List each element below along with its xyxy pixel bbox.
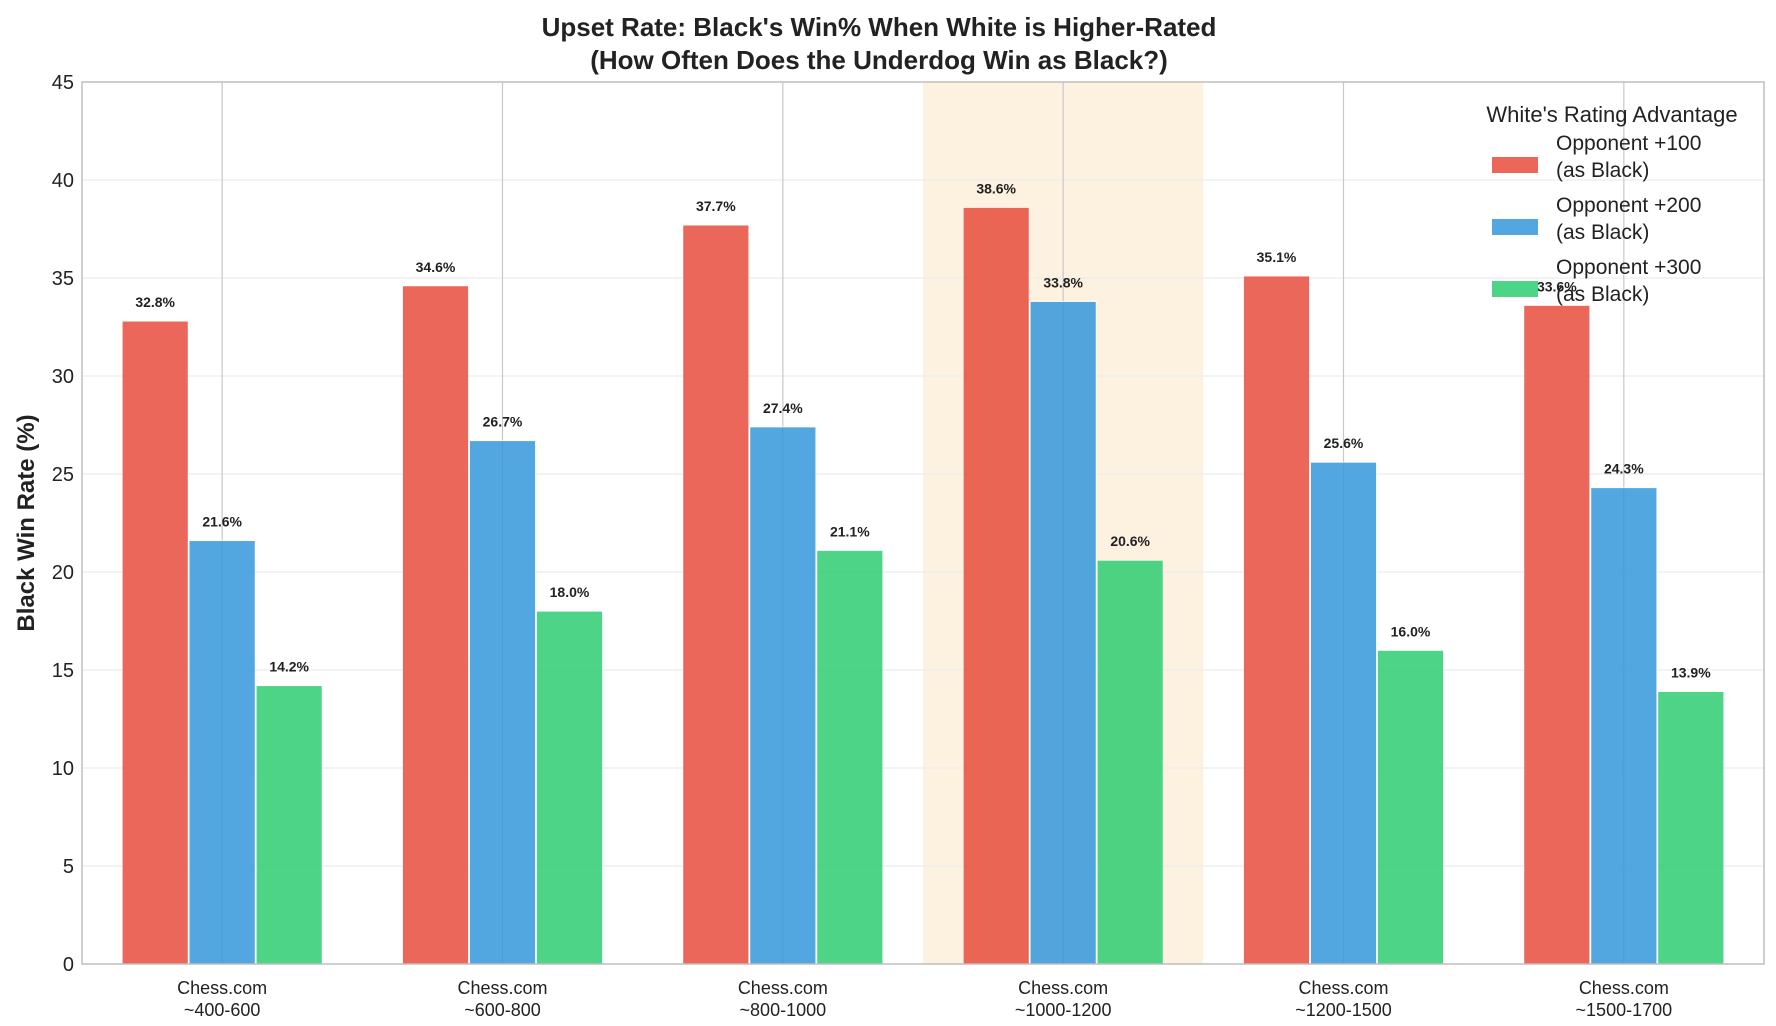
- data-label: 27.4%: [763, 400, 803, 416]
- data-label: 16.0%: [1391, 623, 1431, 639]
- bar: [121, 320, 189, 965]
- y-tick-label: 10: [52, 758, 74, 780]
- legend-entry-line: (as Black): [1556, 159, 1649, 182]
- y-tick-label: 40: [52, 170, 74, 192]
- legend-swatch: [1492, 157, 1538, 173]
- bar: [188, 540, 256, 965]
- x-tick-label: Chess.com ~1500-1700: [1576, 978, 1673, 1020]
- y-tick-label: 45: [52, 72, 74, 94]
- x-tick-label-line: ~1000-1200: [1015, 1000, 1112, 1020]
- bar: [1590, 487, 1658, 965]
- y-tick-label: 15: [52, 660, 74, 682]
- data-label: 24.3%: [1604, 461, 1644, 477]
- y-axis-ticks: 0 5 10 15 20 25 30 35 40 45: [52, 72, 74, 976]
- bar: [816, 550, 884, 965]
- bar: [682, 224, 750, 965]
- legend-entry-line: (as Black): [1556, 221, 1649, 244]
- data-label: 25.6%: [1324, 435, 1364, 451]
- y-tick-label: 25: [52, 464, 74, 486]
- legend-entry-line: Opponent +100: [1556, 132, 1701, 155]
- y-tick-label: 20: [52, 562, 74, 584]
- x-tick-label-line: ~1200-1500: [1295, 1000, 1392, 1020]
- legend-entry-label: Opponent +200 (as Black): [1556, 194, 1701, 244]
- x-tick-label-line: Chess.com: [738, 978, 828, 998]
- bars-layer: [121, 207, 1725, 965]
- bar: [1523, 305, 1591, 965]
- legend-swatch: [1492, 281, 1538, 297]
- data-label: 38.6%: [976, 180, 1016, 196]
- legend-entry-line: Opponent +300: [1556, 256, 1701, 279]
- data-label: 33.6%: [1537, 278, 1577, 294]
- x-tick-label: Chess.com ~1200-1500: [1295, 978, 1392, 1020]
- x-tick-label: Chess.com ~600-800: [457, 978, 547, 1020]
- bar: [962, 207, 1030, 965]
- bar: [1029, 301, 1097, 965]
- bar: [749, 426, 817, 965]
- x-tick-label: Chess.com ~1000-1200: [1015, 978, 1112, 1020]
- bar: [469, 440, 536, 965]
- bar: [255, 685, 323, 965]
- bar: [1657, 691, 1725, 965]
- data-label: 34.6%: [416, 259, 456, 275]
- y-tick-label: 0: [63, 954, 74, 976]
- x-tick-label: Chess.com ~400-600: [177, 978, 267, 1020]
- bar: [1377, 650, 1444, 965]
- data-label: 21.6%: [202, 514, 242, 530]
- x-tick-label-line: ~1500-1700: [1576, 1000, 1673, 1020]
- y-tick-label: 35: [52, 268, 74, 290]
- data-label: 37.7%: [696, 198, 736, 214]
- plot-frame: [81, 81, 1765, 965]
- legend-entry-label: Opponent +300 (as Black): [1556, 256, 1701, 306]
- bar: [1096, 559, 1164, 965]
- x-tick-label-line: Chess.com: [457, 978, 547, 998]
- chart-title-line-1: Upset Rate: Black's Win% When White is H…: [542, 12, 1217, 42]
- x-tick-label-line: ~600-800: [464, 1000, 541, 1020]
- data-label: 26.7%: [483, 414, 523, 430]
- data-label: 21.1%: [830, 523, 870, 539]
- legend-title: White's Rating Advantage: [1486, 102, 1737, 127]
- data-labels-layer: 32.8% 34.6% 37.7% 38.6% 35.1% 33.6% 21.6% 26.7%…: [135, 180, 1711, 680]
- x-tick-label-line: Chess.com: [1018, 978, 1108, 998]
- chart-title-line-2: (How Often Does the Underdog Win as Blac…: [590, 45, 1168, 75]
- bar: [1243, 275, 1310, 965]
- legend-entry-line: Opponent +200: [1556, 194, 1701, 217]
- y-tick-label: 30: [52, 366, 74, 388]
- legend: White's Rating Advantage Opponent +100 (a…: [1486, 102, 1737, 306]
- data-label: 18.0%: [550, 584, 590, 600]
- data-label: 13.9%: [1671, 665, 1711, 681]
- y-axis-label: Black Win Rate (%): [13, 414, 40, 631]
- x-tick-label-line: Chess.com: [1298, 978, 1388, 998]
- legend-swatch: [1492, 219, 1538, 235]
- x-tick-label-line: ~400-600: [184, 1000, 261, 1020]
- legend-entry-line: (as Black): [1556, 283, 1649, 306]
- bar: [402, 285, 469, 965]
- data-label: 35.1%: [1257, 249, 1297, 265]
- y-tick-label: 5: [63, 856, 74, 878]
- legend-entry-label: Opponent +100 (as Black): [1556, 132, 1701, 182]
- bar: [536, 610, 603, 965]
- x-tick-label: Chess.com ~800-1000: [738, 978, 828, 1020]
- data-label: 20.6%: [1110, 533, 1150, 549]
- bar: [1310, 461, 1377, 965]
- x-tick-label-line: Chess.com: [177, 978, 267, 998]
- data-label: 14.2%: [269, 659, 309, 675]
- data-label: 32.8%: [135, 294, 175, 310]
- x-tick-label-line: ~800-1000: [740, 1000, 827, 1020]
- data-label: 33.8%: [1043, 275, 1083, 291]
- x-tick-label-line: Chess.com: [1579, 978, 1669, 998]
